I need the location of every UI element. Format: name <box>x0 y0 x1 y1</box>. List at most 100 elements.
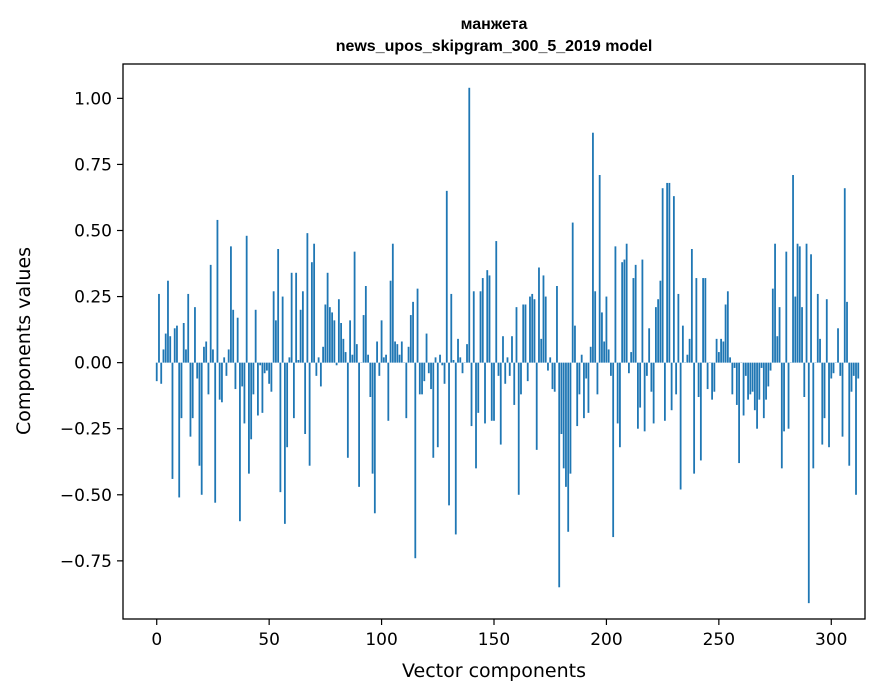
bar <box>243 362 246 424</box>
bar <box>637 362 639 429</box>
bar <box>185 349 187 363</box>
bar <box>783 362 785 432</box>
x-tick-label: 0 <box>151 630 162 650</box>
bar <box>571 222 574 363</box>
bar <box>288 357 291 363</box>
bar <box>236 317 239 363</box>
bar <box>176 325 178 363</box>
bar <box>560 362 563 434</box>
bar <box>423 362 426 382</box>
bar <box>245 235 248 363</box>
x-axis-ticks: 0 50 100 150 200 250 300 <box>151 619 847 650</box>
bar <box>362 315 365 363</box>
bar <box>261 362 264 413</box>
bar <box>421 362 423 395</box>
bar <box>313 243 316 363</box>
bar <box>785 251 788 363</box>
bar <box>704 278 707 363</box>
bar <box>681 325 684 363</box>
bar <box>198 362 201 466</box>
bar <box>162 349 165 363</box>
bar <box>340 323 342 363</box>
bar <box>497 362 500 376</box>
bar <box>466 344 468 363</box>
bar <box>843 188 846 363</box>
bar <box>180 362 183 419</box>
bar <box>567 362 570 532</box>
bar <box>780 362 783 469</box>
bar <box>335 362 338 366</box>
bar <box>553 362 556 392</box>
bar <box>283 362 286 524</box>
bar <box>855 362 857 495</box>
bar <box>495 241 498 363</box>
bar <box>621 262 624 363</box>
bar <box>666 182 669 363</box>
bar <box>324 304 327 363</box>
bar <box>452 360 455 363</box>
bar <box>526 362 529 382</box>
bar <box>857 362 860 379</box>
bar <box>699 362 702 461</box>
bar <box>583 362 585 419</box>
bar <box>846 301 848 363</box>
bar <box>792 175 794 363</box>
bar <box>646 362 648 376</box>
bar <box>558 362 561 588</box>
bar <box>634 264 637 363</box>
bar <box>295 272 298 363</box>
bar <box>385 354 387 363</box>
bar <box>427 362 430 374</box>
bars-group <box>155 87 860 604</box>
bar <box>445 190 448 363</box>
bar <box>551 362 554 390</box>
bar <box>346 362 349 458</box>
bar <box>758 362 761 400</box>
bar <box>729 357 731 363</box>
bar <box>230 246 232 363</box>
x-tick-label: 300 <box>815 630 847 650</box>
bar <box>342 338 345 363</box>
bar <box>679 362 682 490</box>
bar <box>308 362 311 466</box>
bar <box>380 320 383 363</box>
plot-frame <box>122 63 866 620</box>
bar <box>443 362 446 384</box>
bar <box>596 362 599 395</box>
bar <box>439 354 441 363</box>
bar <box>823 362 826 419</box>
bar <box>281 296 284 363</box>
bar <box>603 341 606 363</box>
bar <box>493 362 495 421</box>
bar <box>711 362 713 400</box>
bar <box>717 352 720 363</box>
bar <box>479 291 482 363</box>
bar <box>263 362 266 374</box>
bar <box>706 362 709 390</box>
bar <box>171 362 174 479</box>
bar <box>277 249 280 363</box>
bar <box>432 362 435 458</box>
bar <box>538 267 540 363</box>
bar <box>675 362 678 395</box>
y-tick-label: 0.25 <box>74 288 112 308</box>
bar <box>625 243 628 363</box>
bar <box>484 362 486 424</box>
y-axis-ticks: −0.75 −0.50 −0.25 0.00 0.25 0.50 0.75 1.00 <box>60 89 123 572</box>
bar <box>337 299 340 363</box>
bar <box>598 175 601 363</box>
bar <box>279 362 282 493</box>
bar <box>565 362 567 487</box>
bar <box>594 291 597 363</box>
bar <box>650 362 653 392</box>
bar <box>738 362 740 464</box>
x-tick-label: 150 <box>478 630 510 650</box>
bar <box>735 362 738 405</box>
bar <box>232 309 235 363</box>
bar <box>371 362 374 474</box>
y-tick-label: 1.00 <box>74 89 112 109</box>
bar <box>155 362 158 382</box>
bar <box>623 259 626 363</box>
bar <box>832 362 835 374</box>
bar <box>661 188 664 363</box>
